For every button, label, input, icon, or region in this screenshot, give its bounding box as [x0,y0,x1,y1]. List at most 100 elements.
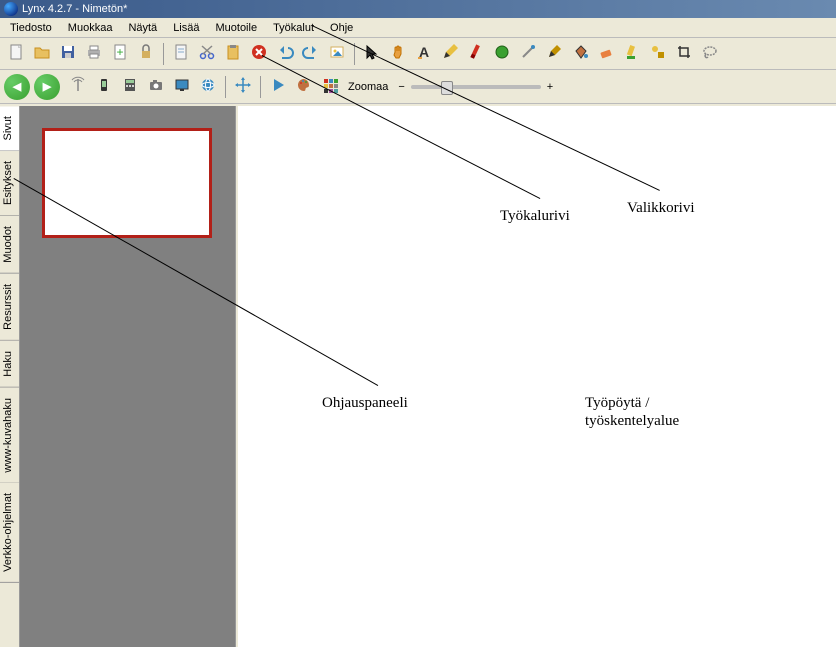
bucket-button[interactable] [568,42,592,66]
open-folder-button[interactable] [30,42,54,66]
title-bar: Lynx 4.2.7 - Nimetön* [0,0,836,18]
circle-green-icon [493,43,511,64]
lock-button[interactable] [134,42,158,66]
zoom-minus[interactable]: − [394,81,408,93]
save-button[interactable] [56,42,80,66]
redo-icon [302,43,320,64]
new-file-icon [7,43,25,64]
paste-icon [224,43,242,64]
lock-icon [137,43,155,64]
grid-button[interactable] [318,75,342,99]
menu-item-tiedosto[interactable]: Tiedosto [2,20,60,36]
toolbar-separator [354,43,355,65]
add-page-button[interactable]: + [108,42,132,66]
body-area: SivutEsityksetMuodotResurssitHakuwww-kuv… [0,106,836,647]
open-folder-icon [33,43,51,64]
page-thumbnail[interactable] [42,128,212,238]
palette-button[interactable] [292,75,316,99]
lasso-icon [701,43,719,64]
side-tab-verkkoohjelmat[interactable]: Verkko-ohjelmat [0,483,19,583]
zoom-plus[interactable]: + [543,81,557,93]
antenna-button[interactable] [66,75,90,99]
side-tab-wwwkuvahaku[interactable]: www-kuvahaku [0,388,19,484]
device-button[interactable] [92,75,116,99]
page-icon [172,43,190,64]
pointer-button[interactable] [360,42,384,66]
hand-icon [389,43,407,64]
text-button[interactable]: A [412,42,436,66]
play-button[interactable] [266,75,290,99]
undo-icon [276,43,294,64]
undo-button[interactable] [273,42,297,66]
pointer-icon [363,43,381,64]
globe-button[interactable] [196,75,220,99]
page-button[interactable] [169,42,193,66]
menu-item-työkalut[interactable]: Työkalut [265,20,322,36]
camera-icon [147,76,165,97]
hand-button[interactable] [386,42,410,66]
menu-item-ohje[interactable]: Ohje [322,20,361,36]
device-icon [95,76,113,97]
wand-button[interactable] [516,42,540,66]
toolbar-separator [225,76,226,98]
menu-item-lisää[interactable]: Lisää [165,20,207,36]
shapes-yellow-button[interactable] [646,42,670,66]
toolbar-row-2: ◀▶ Zoomaa − + [0,70,836,104]
zoom-slider[interactable] [411,85,541,89]
side-tabs: SivutEsityksetMuodotResurssitHakuwww-kuv… [0,106,20,647]
window-title: Lynx 4.2.7 - Nimetön* [22,3,127,15]
pen-icon [545,43,563,64]
paste-button[interactable] [221,42,245,66]
side-tab-esitykset[interactable]: Esitykset [0,151,19,216]
workspace[interactable] [238,106,836,647]
side-tab-muodot[interactable]: Muodot [0,216,19,274]
calculator-button[interactable] [118,75,142,99]
add-page-icon: + [111,43,129,64]
eraser-icon [597,43,615,64]
back-button[interactable]: ◀ [4,74,30,100]
cut-button[interactable] [195,42,219,66]
menu-item-näytä[interactable]: Näytä [120,20,165,36]
zoom-label: Zoomaa [348,81,388,93]
grid-icon [321,76,339,97]
wand-icon [519,43,537,64]
toolbar-separator [260,76,261,98]
crop-button[interactable] [672,42,696,66]
camera-button[interactable] [144,75,168,99]
redo-button[interactable] [299,42,323,66]
palette-icon [295,76,313,97]
delete-icon [250,43,268,64]
antenna-icon [69,76,87,97]
move-button[interactable] [231,75,255,99]
pen-button[interactable] [542,42,566,66]
image-button[interactable] [325,42,349,66]
forward-button[interactable]: ▶ [34,74,60,100]
new-file-button[interactable] [4,42,28,66]
image-icon [328,43,346,64]
highlighter-icon [623,43,641,64]
pencil-button[interactable] [438,42,462,66]
menu-item-muokkaa[interactable]: Muokkaa [60,20,121,36]
print-icon [85,43,103,64]
shapes-yellow-icon [649,43,667,64]
marker-red-button[interactable] [464,42,488,66]
side-tab-haku[interactable]: Haku [0,341,19,388]
delete-button[interactable] [247,42,271,66]
circle-green-button[interactable] [490,42,514,66]
svg-text:+: + [116,45,123,59]
screen-button[interactable] [170,75,194,99]
eraser-button[interactable] [594,42,618,66]
highlighter-button[interactable] [620,42,644,66]
side-tab-sivut[interactable]: Sivut [0,106,19,151]
menu-item-muotoile[interactable]: Muotoile [207,20,265,36]
calculator-icon [121,76,139,97]
pencil-icon [441,43,459,64]
lasso-button[interactable] [698,42,722,66]
control-panel [20,106,238,647]
side-tab-resurssit[interactable]: Resurssit [0,274,19,341]
crop-icon [675,43,693,64]
print-button[interactable] [82,42,106,66]
bucket-icon [571,43,589,64]
text-icon: A [415,43,433,64]
app-icon [4,2,18,16]
